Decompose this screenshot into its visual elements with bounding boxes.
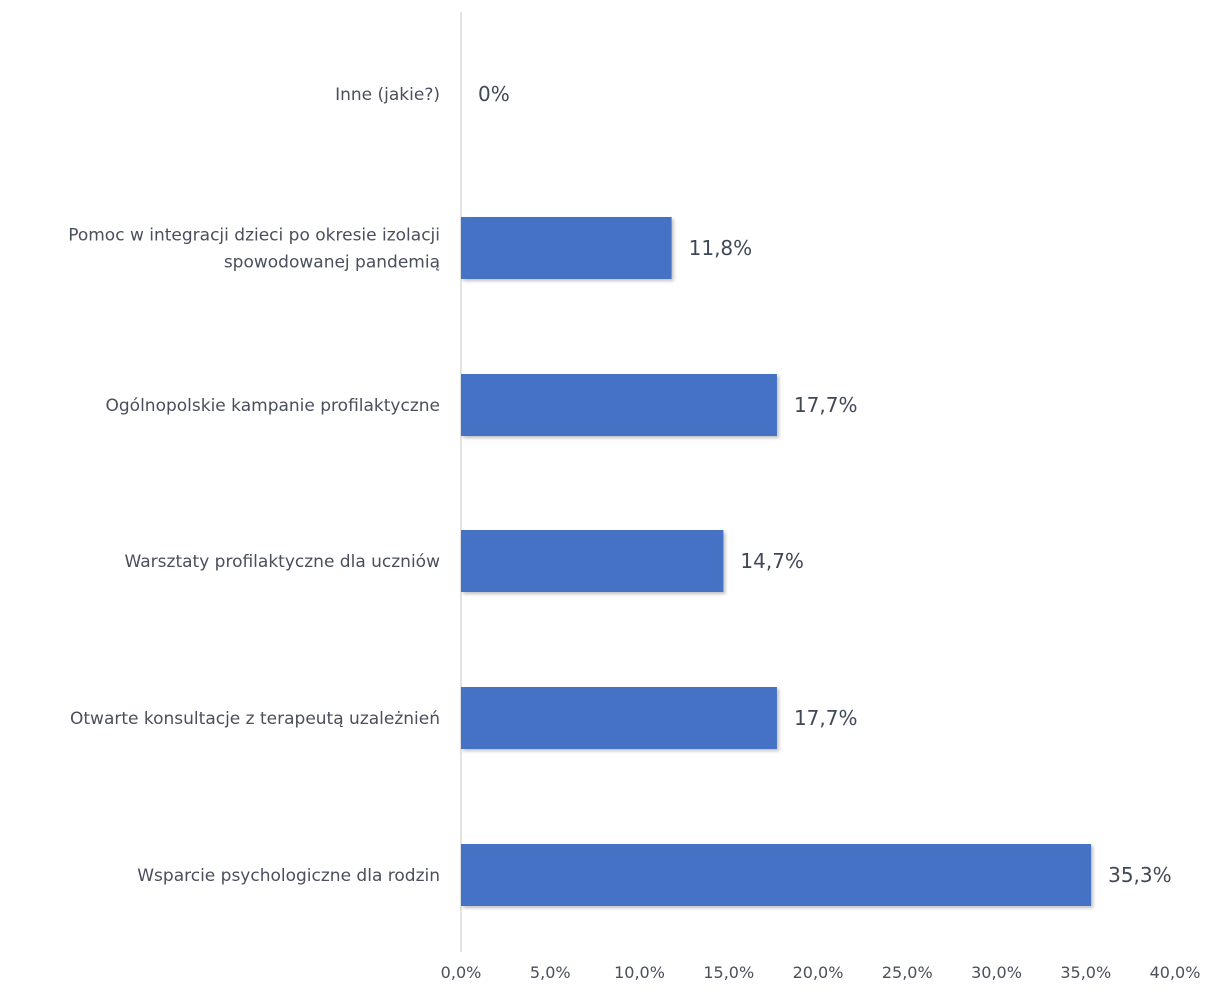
label-layer: 0,0% 5,0% 10,0% 15,0% 20,0% 25,0% 30,0% 35,0% 40… [68, 82, 1200, 982]
data-label: 0% [478, 82, 510, 106]
bar-layer [461, 217, 1092, 906]
category-label: Inne (jakie?) [335, 85, 440, 105]
bar [461, 530, 724, 592]
category-label: Wsparcie psychologiczne dla rodzin [137, 866, 440, 886]
category-label: Ogólnopolskie kampanie profilaktyczne [106, 396, 441, 416]
x-tick-label: 30,0% [971, 963, 1022, 982]
data-label: 35,3% [1108, 863, 1172, 887]
x-tick-label: 20,0% [793, 963, 844, 982]
category-label: Warsztaty profilaktyczne dla uczniów [125, 552, 441, 572]
bar [461, 687, 777, 749]
x-tick-label: 25,0% [882, 963, 933, 982]
category-label: Pomoc w integracji dzieci po okresie izo… [68, 226, 440, 273]
x-tick-label: 0,0% [441, 963, 482, 982]
x-tick-label: 15,0% [703, 963, 754, 982]
bar [461, 374, 777, 436]
x-tick-label: 5,0% [530, 963, 571, 982]
bar [461, 217, 672, 279]
x-tick-label: 40,0% [1150, 963, 1201, 982]
x-tick-label: 35,0% [1060, 963, 1111, 982]
data-label: 17,7% [794, 706, 858, 730]
data-label: 14,7% [740, 549, 804, 573]
category-label: Otwarte konsultacje z terapeutą uzależni… [70, 709, 440, 729]
data-label: 17,7% [794, 393, 858, 417]
x-tick-label: 10,0% [614, 963, 665, 982]
bar [461, 844, 1092, 906]
data-label: 11,8% [689, 236, 753, 260]
